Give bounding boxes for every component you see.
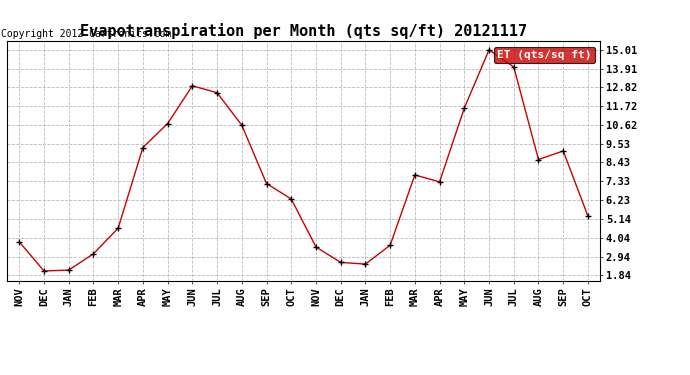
Text: Copyright 2012 Cartronics.com: Copyright 2012 Cartronics.com <box>1 29 171 39</box>
Legend: ET (qts/sq ft): ET (qts/sq ft) <box>493 47 595 63</box>
Title: Evapotranspiration per Month (qts sq/ft) 20121117: Evapotranspiration per Month (qts sq/ft)… <box>80 23 527 39</box>
